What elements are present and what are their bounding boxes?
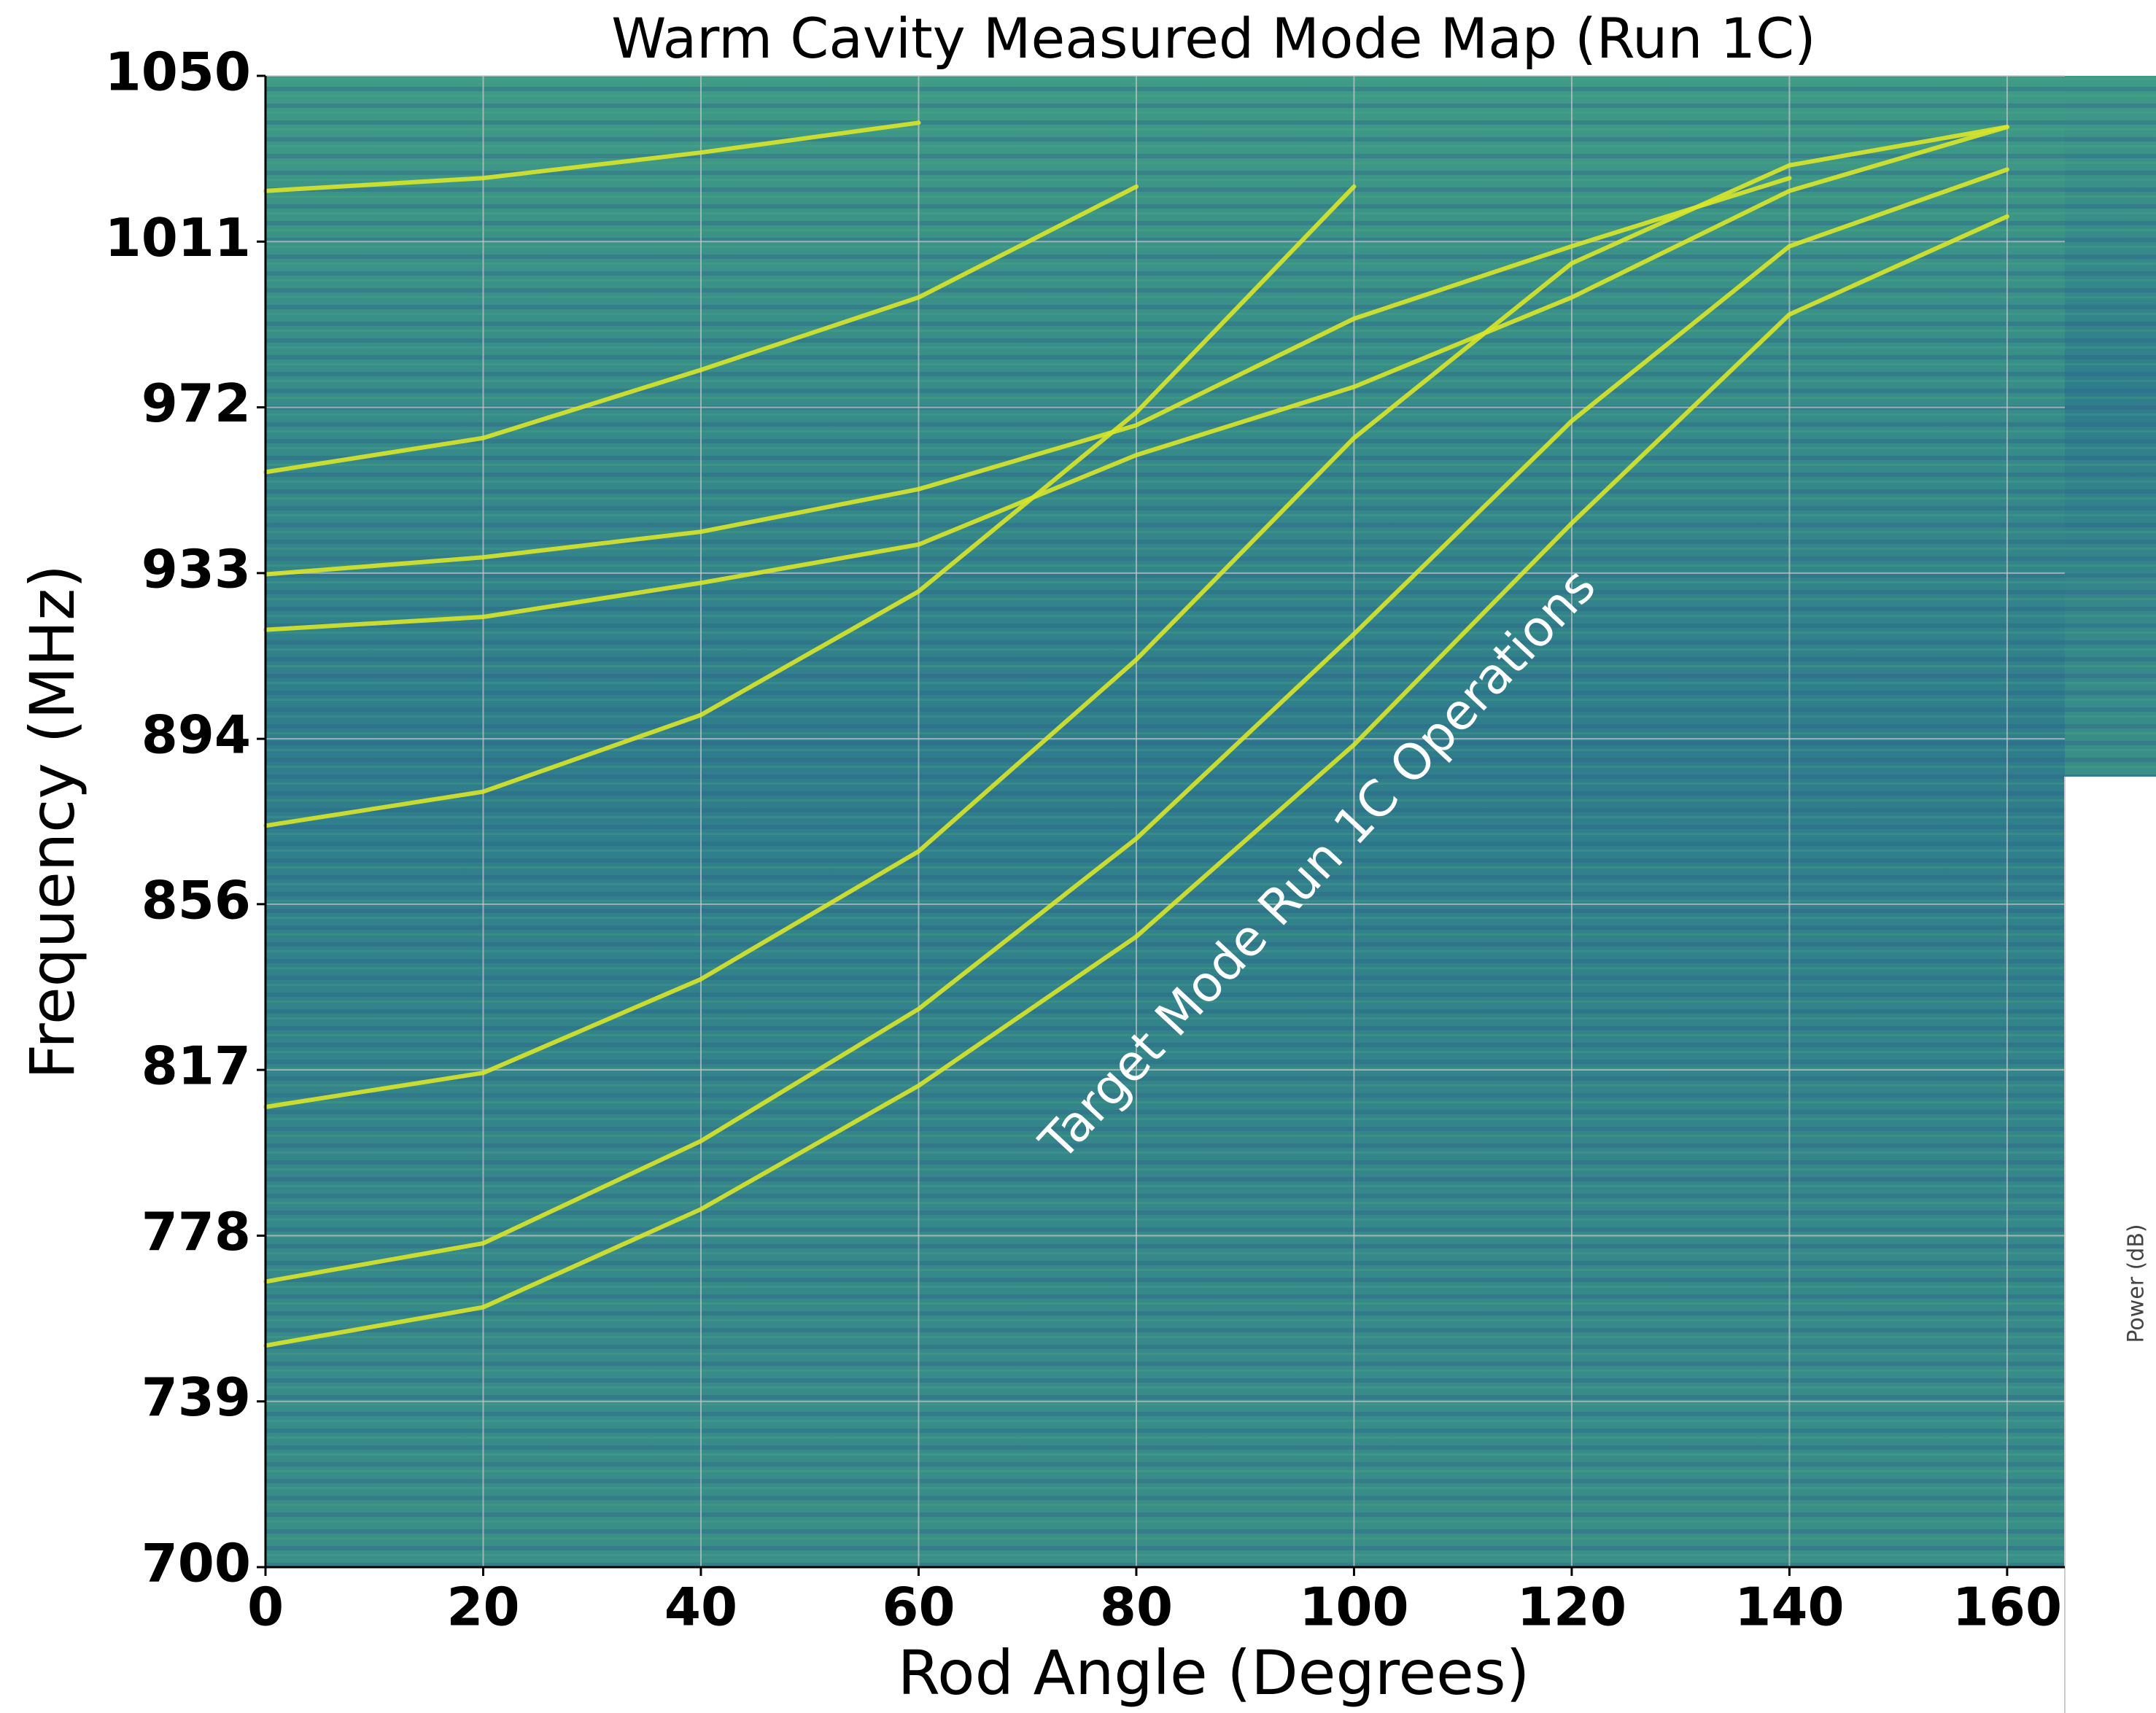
y-tick-label: 739	[141, 1367, 251, 1428]
x-tick-label: 120	[1517, 1577, 1626, 1638]
mode-curve	[263, 167, 2009, 1284]
colorbar-label: Power (dB)	[2124, 1224, 2149, 1343]
mode-curve	[263, 120, 921, 193]
x-tick-label: 80	[1100, 1577, 1173, 1638]
y-axis-label: Frequency (MHz)	[17, 564, 88, 1079]
grid	[265, 75, 2065, 1568]
mode-curve	[263, 184, 1357, 828]
mode-curve	[263, 125, 2009, 632]
x-tick-label: 0	[247, 1577, 284, 1638]
mode-curve	[263, 184, 1139, 475]
y-tick-label: 1011	[105, 207, 251, 268]
chart-title: Warm Cavity Measured Mode Map (Run 1C)	[611, 6, 1815, 71]
x-tick-label: 100	[1299, 1577, 1408, 1638]
x-tick-label: 20	[446, 1577, 519, 1638]
y-tick-label: 856	[141, 869, 251, 931]
mode-curve	[263, 214, 2009, 1348]
plot-extension-texture	[2065, 76, 2156, 777]
y-tick-label: 933	[141, 538, 251, 599]
heatmap-texture	[265, 76, 2065, 1567]
y-tick-label: 700	[141, 1533, 251, 1594]
y-tick-label: 894	[141, 704, 251, 766]
y-tick-label: 778	[141, 1201, 251, 1262]
y-tick-label: 1050	[105, 42, 251, 103]
mode-curve	[263, 176, 1792, 577]
x-axis-label: Rod Angle (Degrees)	[898, 1637, 1530, 1709]
mode-curve	[263, 125, 2009, 1109]
y-tick-label: 972	[141, 373, 251, 434]
x-tick-label: 40	[664, 1577, 737, 1638]
y-tick-label: 817	[141, 1036, 251, 1097]
x-tick-label: 140	[1734, 1577, 1844, 1638]
x-tick-label: 160	[1953, 1577, 2062, 1638]
mode-curves	[263, 120, 2009, 1348]
x-tick-label: 60	[882, 1577, 955, 1638]
